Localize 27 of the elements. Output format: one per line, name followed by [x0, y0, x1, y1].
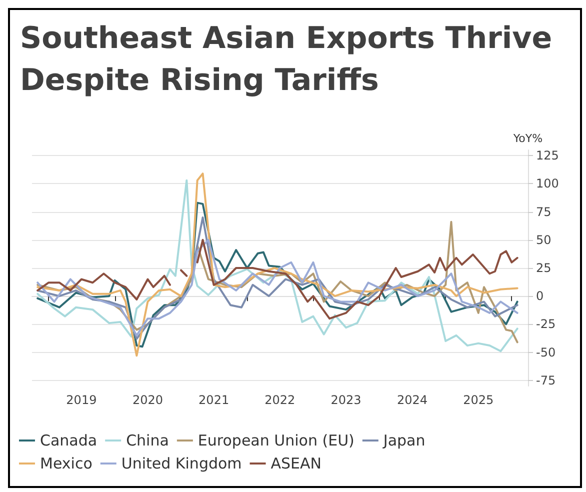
x-tick-label: 2024 — [397, 393, 428, 407]
x-tick-label: 2020 — [132, 393, 163, 407]
y-tick-label: -75 — [536, 373, 556, 388]
legend-label: European Union (EU) — [198, 432, 354, 450]
legend-label: China — [126, 432, 169, 450]
line-series — [36, 238, 518, 336]
y-tick-label: 125 — [536, 148, 559, 163]
x-tick-label: 2022 — [264, 393, 296, 407]
legend-label: United Kingdom — [121, 454, 242, 472]
x-tick-label: 2023 — [330, 393, 362, 407]
y-tick-label: 50 — [536, 232, 552, 247]
x-tick-label: 2019 — [66, 393, 97, 407]
y-tick-label: -25 — [536, 317, 556, 332]
chart-title: Southeast Asian Exports Thrive Despite Rising Tariffs — [20, 20, 554, 100]
y-axis-title: YoY% — [512, 132, 543, 145]
legend-label: Mexico — [40, 454, 92, 472]
y-tick-label: 25 — [536, 261, 552, 275]
y-tick-label: 0 — [536, 289, 544, 304]
legend-label: Japan — [382, 432, 426, 450]
legend-label: Canada — [40, 432, 98, 450]
legend-label: ASEAN — [270, 454, 322, 472]
x-tick-label: 2025 — [463, 393, 494, 407]
y-tick-label: -50 — [536, 345, 556, 360]
x-tick-label: 2021 — [198, 393, 230, 407]
y-tick-label: 75 — [536, 204, 552, 219]
line-series — [36, 202, 518, 348]
y-tick-label: 100 — [536, 176, 559, 191]
